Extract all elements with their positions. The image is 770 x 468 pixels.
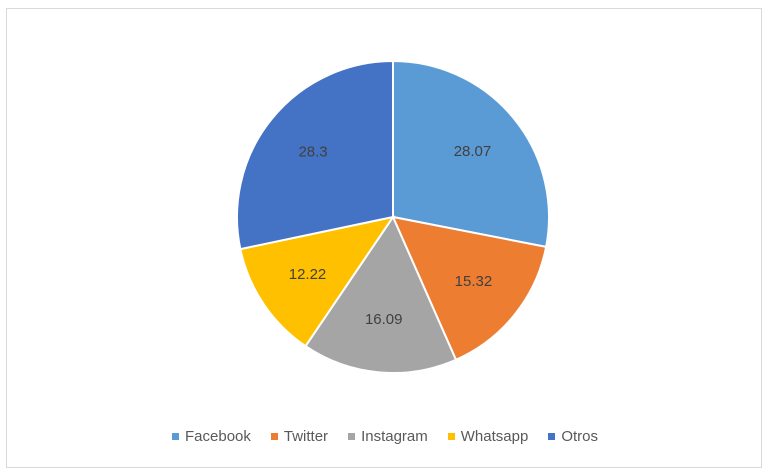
pie-slice-otros [236,59,394,251]
legend-swatch-facebook [172,433,179,440]
legend-item-instagram: Instagram [348,428,428,445]
data-label-otros: 28.3 [298,144,327,161]
legend-label-whatsapp: Whatsapp [460,428,529,445]
legend-label-otros: Otros [561,428,598,445]
pie-data-labels: 28.07 15.32 16.09 12.22 28.3 [289,143,492,328]
data-label-facebook: 28.07 [454,143,492,160]
chart-legend: Facebook Twitter Instagram Whatsapp Otros [0,428,770,445]
pie-slice-whatsapp [239,215,396,348]
data-label-instagram: 16.09 [365,311,403,328]
legend-swatch-whatsapp [447,433,455,440]
legend-label-instagram: Instagram [361,428,428,445]
pie-slices [236,59,550,374]
legend-swatch-otros [548,433,556,440]
legend-label-twitter: Twitter [283,428,329,445]
legend-item-facebook: Facebook [172,428,251,445]
data-label-whatsapp: 12.22 [289,266,327,283]
legend-item-otros: Otros [548,428,598,445]
legend-item-whatsapp: Whatsapp [447,428,529,445]
legend-swatch-twitter [270,433,278,440]
legend-label-facebook: Facebook [185,428,251,445]
pie-slice-twitter [391,215,548,362]
pie-slice-facebook [392,59,550,249]
legend-swatch-instagram [348,433,356,440]
pie-slice-instagram [304,214,458,374]
legend-item-twitter: Twitter [270,428,329,445]
data-label-twitter: 15.32 [455,273,493,290]
